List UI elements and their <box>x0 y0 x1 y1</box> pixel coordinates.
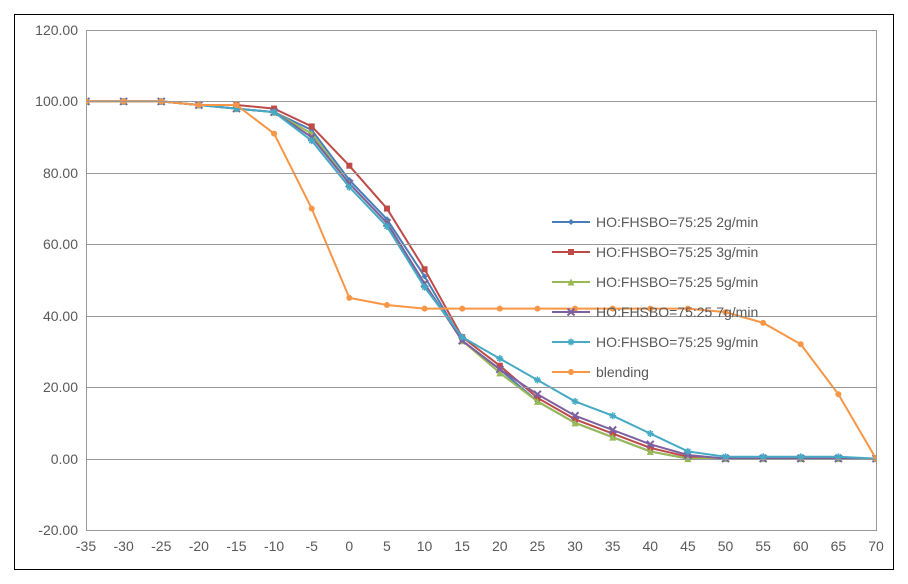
y-axis-label: 100.00 <box>28 93 78 109</box>
legend-swatch <box>552 215 590 229</box>
legend-item: HO:FHSBO=75:25 9g/min <box>552 332 758 352</box>
x-axis-label: 40 <box>642 538 658 554</box>
legend-label: HO:FHSBO=75:25 5g/min <box>596 274 758 290</box>
series-marker <box>647 430 654 437</box>
legend-item: blending <box>552 362 758 382</box>
legend: HO:FHSBO=75:25 2g/min HO:FHSBO=75:25 3g/m… <box>552 212 758 392</box>
legend-label: HO:FHSBO=75:25 2g/min <box>596 214 758 230</box>
y-axis-label: 20.00 <box>28 379 78 395</box>
legend-swatch <box>552 365 590 379</box>
x-axis-label: 10 <box>417 538 433 554</box>
gridline-h <box>86 459 876 460</box>
series-marker <box>497 306 503 312</box>
gridline-h <box>86 173 876 174</box>
x-axis-label: 5 <box>383 538 391 554</box>
series-marker <box>609 412 616 419</box>
x-axis-label: 35 <box>605 538 621 554</box>
y-axis-label: 0.00 <box>28 451 78 467</box>
legend-item: HO:FHSBO=75:25 2g/min <box>552 212 758 232</box>
chart-container: -20.00 0.00 20.00 40.00 60.00 80.00 100.00 120.… <box>0 0 908 584</box>
y-axis-label: 120.00 <box>28 22 78 38</box>
x-axis-label: -15 <box>226 538 246 554</box>
x-axis-label: 55 <box>755 538 771 554</box>
x-axis-label: 60 <box>793 538 809 554</box>
x-axis-label: -20 <box>189 538 209 554</box>
legend-item: HO:FHSBO=75:25 3g/min <box>552 242 758 262</box>
x-axis-label: 0 <box>345 538 353 554</box>
series-marker <box>798 341 804 347</box>
legend-label: HO:FHSBO=75:25 3g/min <box>596 244 758 260</box>
legend-swatch <box>552 305 590 319</box>
legend-label: blending <box>596 364 649 380</box>
legend-swatch <box>552 335 590 349</box>
x-axis-label: -35 <box>76 538 96 554</box>
x-axis-label: 25 <box>530 538 546 554</box>
series-marker <box>346 163 352 169</box>
x-axis-label: -5 <box>305 538 317 554</box>
x-axis-label: 15 <box>454 538 470 554</box>
legend-swatch <box>552 245 590 259</box>
x-axis-label: -10 <box>264 538 284 554</box>
x-axis-label: 50 <box>718 538 734 554</box>
x-axis-label: 30 <box>567 538 583 554</box>
series-marker <box>835 391 841 397</box>
legend-item: HO:FHSBO=75:25 5g/min <box>552 272 758 292</box>
legend-label: HO:FHSBO=75:25 9g/min <box>596 334 758 350</box>
series-marker <box>309 206 315 212</box>
y-axis-label: 40.00 <box>28 308 78 324</box>
series-marker <box>534 306 540 312</box>
series-marker <box>346 295 352 301</box>
x-axis-label: 65 <box>831 538 847 554</box>
legend-label: HO:FHSBO=75:25 7g/min <box>596 304 758 320</box>
x-axis-label: -25 <box>151 538 171 554</box>
legend-item: HO:FHSBO=75:25 7g/min <box>552 302 758 322</box>
series-marker <box>384 206 390 212</box>
x-axis-label: 70 <box>868 538 884 554</box>
y-axis-label: -20.00 <box>28 522 78 538</box>
gridline-h <box>86 101 876 102</box>
series-marker <box>233 102 239 108</box>
series-marker <box>422 266 428 272</box>
series-marker <box>422 306 428 312</box>
legend-swatch <box>552 275 590 289</box>
series-marker <box>459 306 465 312</box>
series-marker <box>760 320 766 326</box>
y-axis-label: 80.00 <box>28 165 78 181</box>
series-marker <box>309 123 315 129</box>
series-marker <box>271 131 277 137</box>
x-axis-label: 45 <box>680 538 696 554</box>
y-axis-label: 60.00 <box>28 236 78 252</box>
series-marker <box>384 302 390 308</box>
x-axis-label: 20 <box>492 538 508 554</box>
series-marker <box>196 102 202 108</box>
x-axis-label: -30 <box>113 538 133 554</box>
